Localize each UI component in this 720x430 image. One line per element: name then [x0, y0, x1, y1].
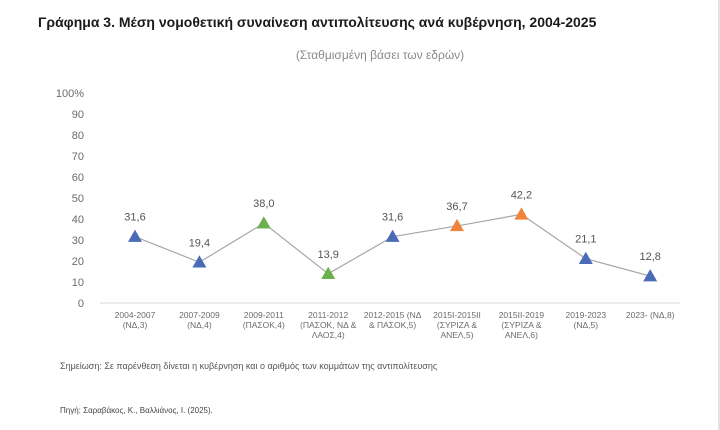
y-tick-label: 0: [78, 298, 84, 310]
y-tick-label: 20: [72, 256, 84, 268]
data-label: 36,7: [446, 201, 467, 213]
data-point-marker: [128, 229, 142, 242]
x-tick-label: 2012-2015 (ΝΔ & ΠΑΣΟΚ,5): [364, 310, 422, 330]
data-point-marker: [514, 207, 529, 220]
data-label: 42,2: [511, 189, 532, 201]
data-label: 21,1: [575, 234, 596, 246]
y-tick-label: 10: [72, 277, 84, 289]
chart-note: Σημείωση: Σε παρένθεση δίνεται η κυβέρνη…: [60, 361, 438, 371]
y-tick-label: 90: [72, 109, 84, 121]
y-tick-label: 30: [72, 235, 84, 247]
chart-source: Πηγή: Σαραβάκος, Κ., Βαλλιάνος, Ι. (2025…: [60, 406, 213, 415]
y-tick-label: 40: [72, 214, 84, 226]
chart-subtitle: (Σταθμισμένη βάσει των εδρών): [295, 48, 465, 62]
data-point-marker: [450, 218, 464, 232]
data-label: 31,6: [382, 212, 403, 224]
x-tick-label: 2015Ι-2015ΙΙ (ΣΥΡΙΖΑ & ΑΝΕΛ,5): [433, 310, 481, 340]
x-tick-label: 2015ΙΙ-2019 (ΣΥΡΙΖΑ & ΑΝΕΛ,6): [499, 310, 545, 340]
chart-title: Γράφημα 3. Μέση νομοθετική συναίνεση αντ…: [38, 14, 597, 30]
series-line: [134, 213, 651, 277]
data-point-marker: [321, 266, 336, 280]
data-label: 19,4: [189, 237, 210, 249]
y-tick-label: 80: [72, 130, 84, 142]
data-label: 38,0: [253, 198, 274, 210]
x-tick-label: 2004-2007 (ΝΔ,3): [115, 310, 156, 330]
y-tick-label: 60: [72, 172, 84, 184]
y-tick-label: 70: [72, 151, 84, 163]
y-tick-label: 100%: [56, 88, 84, 100]
data-point-marker: [578, 251, 593, 264]
line-chart: 0 10 20 30 40 50 60 70 80 90 100% 31,6 19,4 38,0 13,9 3…: [56, 88, 680, 340]
data-point-marker: [643, 269, 658, 282]
page-edge: [718, 0, 720, 430]
x-tick-label: 2019-2023 (ΝΔ,5): [565, 310, 606, 330]
x-tick-label: 2011-2012 (ΠΑΣΟΚ, ΝΔ & ΛΑΟΣ,4): [300, 310, 357, 340]
x-tick-label: 2009-2011 (ΠΑΣΟΚ,4): [243, 310, 285, 330]
x-tick-label: 2023- (ΝΔ,8): [626, 310, 675, 320]
x-tick-label: 2007-2009 (ΝΔ,4): [179, 310, 220, 330]
data-label: 12,8: [639, 251, 660, 263]
data-point-marker: [192, 255, 207, 268]
data-point-marker: [385, 229, 400, 242]
data-label: 31,6: [124, 212, 145, 224]
y-tick-label: 50: [72, 193, 84, 205]
data-label: 13,9: [317, 249, 338, 261]
data-point-marker: [256, 216, 271, 229]
